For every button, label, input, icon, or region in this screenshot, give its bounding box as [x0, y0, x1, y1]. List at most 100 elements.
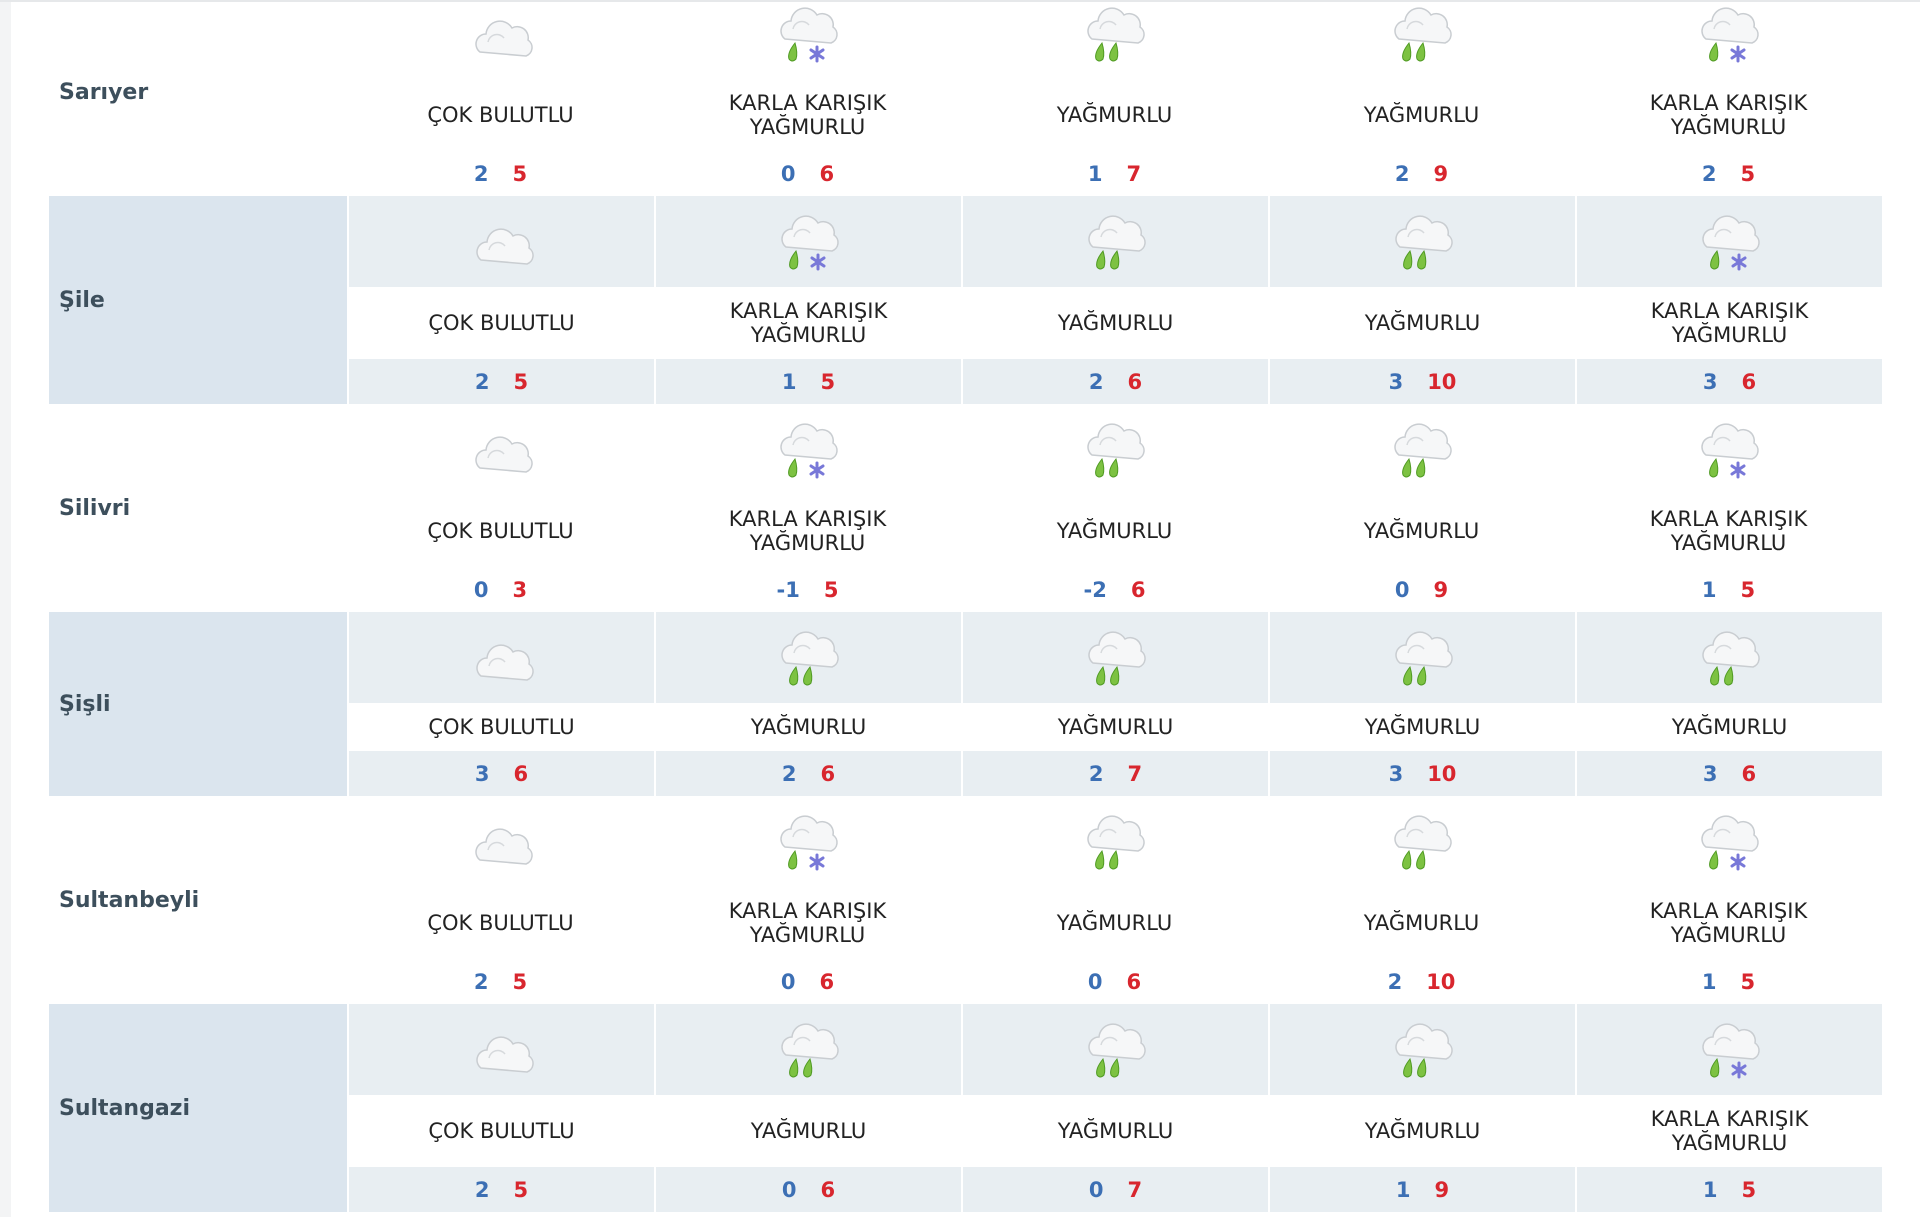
min-temperature: 3	[1702, 761, 1718, 786]
forecast-cell: YAĞMURLU 2 10	[1268, 796, 1575, 1004]
temperature-range: 0 6	[654, 1167, 961, 1212]
weather-description: YAĞMURLU	[1363, 103, 1480, 127]
weather-description: KARLA KARIŞIK YAĞMURLU	[1649, 91, 1808, 139]
min-temperature: 0	[1087, 969, 1103, 994]
weather-description: ÇOK BULUTLU	[427, 911, 574, 935]
max-temperature: 9	[1433, 161, 1449, 186]
sleet-icon	[1575, 196, 1882, 287]
temperature-range: 2 7	[961, 751, 1268, 796]
temperature-range: 0 9	[1268, 567, 1575, 612]
max-temperature: 5	[513, 369, 529, 394]
weather-description: KARLA KARIŞIK YAĞMURLU	[1575, 1095, 1882, 1167]
forecast-cell: ÇOK BULUTLU 0 3	[347, 404, 654, 612]
cloudy-icon	[347, 796, 654, 887]
sleet-icon	[1575, 1004, 1882, 1095]
max-temperature: 9	[1434, 1177, 1450, 1202]
temperature-range: 2 5	[347, 1167, 654, 1212]
forecast-cell: ÇOK BULUTLU 3 6	[347, 612, 654, 796]
max-temperature: 3	[512, 577, 528, 602]
forecast-cell: YAĞMURLU 2 6	[961, 196, 1268, 404]
temperature-range: 3 6	[1575, 751, 1882, 796]
temperature-range: 1 5	[1575, 959, 1882, 1004]
max-temperature: 5	[820, 369, 836, 394]
weather-description: ÇOK BULUTLU	[427, 519, 574, 543]
forecast-cell: KARLA KARIŞIK YAĞMURLU 1 5	[1575, 404, 1882, 612]
min-temperature: 3	[1702, 369, 1718, 394]
rain-icon	[961, 612, 1268, 703]
max-temperature: 5	[512, 161, 528, 186]
max-temperature: 6	[820, 1177, 836, 1202]
forecast-cell: KARLA KARIŞIK YAĞMURLU 0 6	[654, 796, 961, 1004]
weather-description: YAĞMURLU	[1268, 1095, 1575, 1167]
sleet-icon	[1575, 404, 1882, 495]
forecast-cell: YAĞMURLU 2 9	[1268, 0, 1575, 196]
district-name: Şile	[49, 196, 347, 404]
sleet-icon	[654, 0, 961, 79]
forecast-cell: YAĞMURLU 3 6	[1575, 612, 1882, 796]
max-temperature: 6	[1127, 369, 1143, 394]
rain-icon	[1268, 404, 1575, 495]
min-temperature: 2	[473, 969, 489, 994]
weather-description: ÇOK BULUTLU	[347, 287, 654, 359]
rain-icon	[961, 796, 1268, 887]
temperature-range: 3 10	[1268, 359, 1575, 404]
min-temperature: 0	[1088, 1177, 1104, 1202]
weather-description: YAĞMURLU	[1363, 519, 1480, 543]
temperature-range: 3 6	[347, 751, 654, 796]
forecast-cell: ÇOK BULUTLU 2 5	[347, 796, 654, 1004]
district-name: Sultangazi	[49, 1004, 347, 1212]
district-row: Sultanbeyli ÇOK BULUTLU 2 5 KARLA KARIŞI…	[49, 796, 1882, 1004]
max-temperature: 10	[1427, 369, 1457, 394]
rain-icon	[961, 1004, 1268, 1095]
max-temperature: 6	[819, 969, 835, 994]
forecast-cell: YAĞMURLU 1 7	[961, 0, 1268, 196]
district-name: Sultanbeyli	[59, 887, 200, 913]
min-temperature: 2	[474, 1177, 490, 1202]
cloudy-icon	[347, 404, 654, 495]
min-temperature: 2	[474, 369, 490, 394]
district-row: Şişli ÇOK BULUTLU 3 6 YAĞMURLU 2 6 YAĞMU…	[49, 612, 1882, 796]
min-temperature: 1	[1701, 969, 1717, 994]
weather-forecast-table: Sarıyer ÇOK BULUTLU 2 5 KARLA KARIŞIK YA…	[49, 0, 1882, 1212]
district-row: Sarıyer ÇOK BULUTLU 2 5 KARLA KARIŞIK YA…	[49, 0, 1882, 196]
top-divider	[0, 0, 1920, 2]
rain-icon	[1268, 0, 1575, 79]
max-temperature: 7	[1127, 1177, 1143, 1202]
forecast-cell: ÇOK BULUTLU 2 5	[347, 0, 654, 196]
sleet-icon	[654, 196, 961, 287]
min-temperature: 2	[473, 161, 489, 186]
weather-description: YAĞMURLU	[1056, 911, 1173, 935]
cloudy-icon	[347, 1004, 654, 1095]
forecast-cell: YAĞMURLU 0 9	[1268, 404, 1575, 612]
rain-icon	[654, 612, 961, 703]
temperature-range: 3 6	[1575, 359, 1882, 404]
min-temperature: 1	[1702, 1177, 1718, 1202]
forecast-cell: YAĞMURLU 0 6	[961, 796, 1268, 1004]
weather-description: YAĞMURLU	[961, 1095, 1268, 1167]
min-temperature: 2	[781, 761, 797, 786]
cloudy-icon	[347, 612, 654, 703]
temperature-range: 2 5	[347, 359, 654, 404]
temperature-range: 2 5	[1575, 151, 1882, 196]
rain-icon	[1268, 796, 1575, 887]
temperature-range: 0 6	[961, 959, 1268, 1004]
min-temperature: 2	[1701, 161, 1717, 186]
rain-icon	[1268, 612, 1575, 703]
min-temperature: 0	[780, 969, 796, 994]
max-temperature: 6	[1130, 577, 1146, 602]
min-temperature: 2	[1088, 761, 1104, 786]
max-temperature: 6	[1741, 369, 1757, 394]
max-temperature: 6	[1126, 969, 1142, 994]
forecast-cell: KARLA KARIŞIK YAĞMURLU 1 5	[1575, 1004, 1882, 1212]
temperature-range: -2 6	[961, 567, 1268, 612]
forecast-cell: KARLA KARIŞIK YAĞMURLU 2 5	[1575, 0, 1882, 196]
district-row: Sultangazi ÇOK BULUTLU 2 5 YAĞMURLU 0 6 …	[49, 1004, 1882, 1212]
weather-description: YAĞMURLU	[961, 703, 1268, 751]
page-left-margin	[0, 0, 11, 1217]
weather-description: KARLA KARIŞIK YAĞMURLU	[1649, 507, 1808, 555]
max-temperature: 5	[1741, 1177, 1757, 1202]
max-temperature: 6	[1741, 761, 1757, 786]
forecast-cell: KARLA KARIŞIK YAĞMURLU 0 6	[654, 0, 961, 196]
weather-description: KARLA KARIŞIK YAĞMURLU	[654, 287, 961, 359]
rain-icon	[961, 404, 1268, 495]
